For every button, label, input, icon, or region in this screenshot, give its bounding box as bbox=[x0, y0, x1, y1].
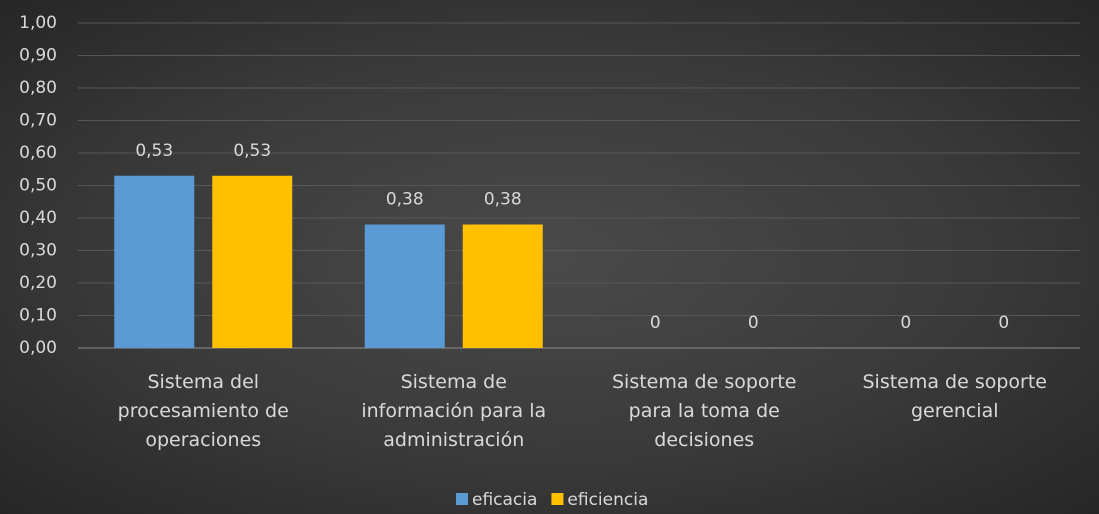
y-tick-label: 1,00 bbox=[19, 13, 57, 33]
y-tick-label: 0,80 bbox=[19, 78, 57, 98]
legend-label: eficacia bbox=[472, 490, 537, 510]
y-tick-label: 0,20 bbox=[19, 273, 57, 293]
y-tick-label: 0,00 bbox=[19, 338, 57, 358]
y-tick-label: 0,70 bbox=[19, 111, 57, 131]
x-tick-label: Sistema del procesamiento de operaciones bbox=[117, 371, 289, 451]
bar bbox=[114, 175, 195, 348]
legend-swatch bbox=[456, 493, 468, 505]
y-tick-label: 0,60 bbox=[19, 143, 57, 163]
bar bbox=[212, 175, 293, 348]
data-label: 0 bbox=[900, 313, 911, 333]
data-label: 0,38 bbox=[386, 190, 424, 210]
data-label: 0,38 bbox=[484, 190, 522, 210]
y-tick-label: 0,40 bbox=[19, 208, 57, 228]
data-label: 0,53 bbox=[233, 141, 271, 161]
x-tick-label: Sistema de soporte gerencial bbox=[862, 371, 1048, 422]
bar bbox=[462, 224, 543, 348]
y-tick-label: 0,30 bbox=[19, 241, 57, 261]
legend-label: eficiencia bbox=[567, 490, 648, 510]
data-label: 0 bbox=[650, 313, 661, 333]
data-label: 0 bbox=[748, 313, 759, 333]
legend-swatch bbox=[551, 493, 564, 505]
y-tick-label: 0,50 bbox=[19, 176, 57, 196]
data-label: 0 bbox=[998, 313, 1009, 333]
x-tick-label: Sistema de información para la administr… bbox=[361, 371, 547, 451]
data-label: 0,53 bbox=[135, 141, 173, 161]
bar bbox=[364, 224, 445, 348]
y-tick-label: 0,10 bbox=[19, 306, 57, 326]
x-tick-label: Sistema de soporte para la toma de decis… bbox=[611, 371, 797, 451]
y-tick-label: 0,90 bbox=[19, 46, 57, 66]
